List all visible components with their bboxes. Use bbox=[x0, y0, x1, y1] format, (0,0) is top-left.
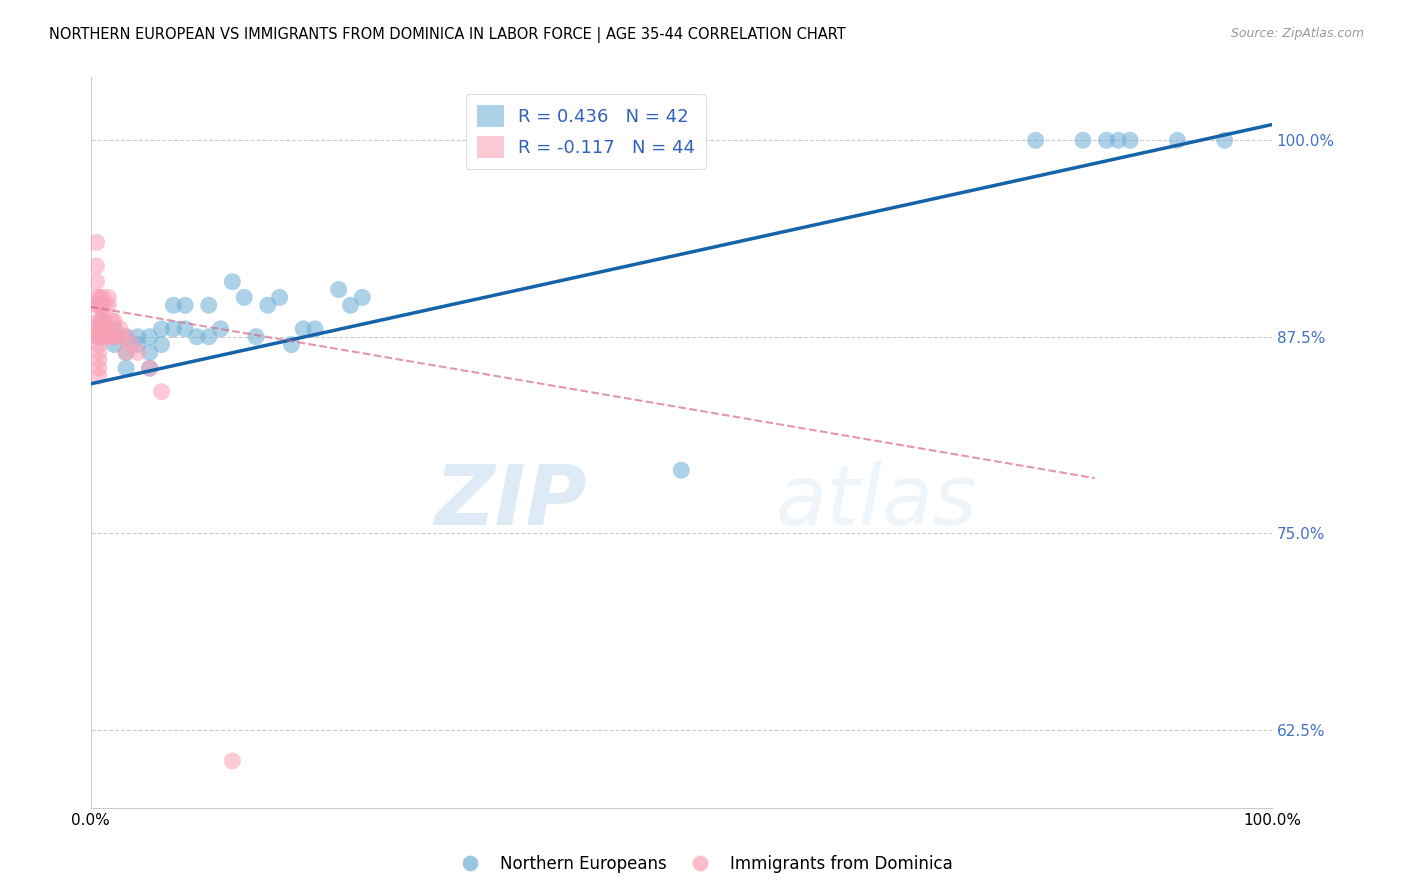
Point bbox=[221, 754, 243, 768]
Point bbox=[97, 290, 120, 304]
Point bbox=[108, 329, 131, 343]
Legend: Northern Europeans, Immigrants from Dominica: Northern Europeans, Immigrants from Domi… bbox=[447, 848, 959, 880]
Point bbox=[103, 329, 125, 343]
Point bbox=[86, 259, 108, 273]
Point bbox=[256, 298, 278, 312]
Point bbox=[87, 329, 110, 343]
Point bbox=[292, 322, 315, 336]
Point bbox=[87, 353, 110, 368]
Point bbox=[1119, 133, 1142, 147]
Point bbox=[87, 322, 110, 336]
Point bbox=[103, 337, 125, 351]
Point bbox=[127, 337, 149, 351]
Point bbox=[245, 329, 267, 343]
Point bbox=[328, 283, 350, 297]
Point bbox=[86, 322, 108, 336]
Point bbox=[87, 337, 110, 351]
Point bbox=[97, 298, 120, 312]
Point bbox=[89, 329, 111, 343]
Point bbox=[87, 361, 110, 376]
Point bbox=[91, 329, 114, 343]
Point bbox=[1071, 133, 1094, 147]
Point bbox=[352, 290, 374, 304]
Point bbox=[233, 290, 256, 304]
Point bbox=[127, 345, 149, 359]
Point bbox=[150, 384, 173, 399]
Point bbox=[91, 298, 114, 312]
Point bbox=[1213, 133, 1236, 147]
Point bbox=[115, 361, 138, 376]
Text: NORTHERN EUROPEAN VS IMMIGRANTS FROM DOMINICA IN LABOR FORCE | AGE 35-44 CORRELA: NORTHERN EUROPEAN VS IMMIGRANTS FROM DOM… bbox=[49, 27, 846, 43]
Point bbox=[1095, 133, 1118, 147]
Point bbox=[86, 329, 108, 343]
Point bbox=[115, 345, 138, 359]
Point bbox=[280, 337, 302, 351]
Point bbox=[94, 298, 117, 312]
Point bbox=[127, 329, 149, 343]
Point bbox=[87, 345, 110, 359]
Point bbox=[94, 314, 117, 328]
Point bbox=[101, 314, 124, 328]
Point bbox=[339, 298, 361, 312]
Point bbox=[87, 298, 110, 312]
Point bbox=[304, 322, 326, 336]
Point bbox=[162, 322, 184, 336]
Point bbox=[86, 290, 108, 304]
Point bbox=[97, 329, 120, 343]
Point bbox=[91, 329, 114, 343]
Point bbox=[1107, 133, 1129, 147]
Point bbox=[209, 322, 232, 336]
Point bbox=[115, 329, 138, 343]
Text: atlas: atlas bbox=[776, 460, 977, 541]
Point bbox=[87, 369, 110, 384]
Point bbox=[138, 329, 160, 343]
Point bbox=[89, 298, 111, 312]
Point bbox=[269, 290, 291, 304]
Point bbox=[174, 322, 197, 336]
Point bbox=[91, 322, 114, 336]
Text: ZIP: ZIP bbox=[434, 460, 586, 541]
Point bbox=[91, 314, 114, 328]
Point bbox=[1166, 133, 1188, 147]
Text: Source: ZipAtlas.com: Source: ZipAtlas.com bbox=[1230, 27, 1364, 40]
Point bbox=[1025, 133, 1047, 147]
Point bbox=[197, 329, 219, 343]
Point bbox=[103, 329, 125, 343]
Point bbox=[101, 329, 124, 343]
Point bbox=[108, 322, 131, 336]
Point bbox=[162, 298, 184, 312]
Point bbox=[89, 290, 111, 304]
Point bbox=[150, 322, 173, 336]
Point bbox=[671, 463, 693, 477]
Point bbox=[86, 235, 108, 250]
Point bbox=[103, 322, 125, 336]
Legend: R = 0.436   N = 42, R = -0.117   N = 44: R = 0.436 N = 42, R = -0.117 N = 44 bbox=[465, 94, 706, 169]
Point bbox=[103, 314, 125, 328]
Point bbox=[91, 314, 114, 328]
Point bbox=[86, 298, 108, 312]
Point bbox=[87, 314, 110, 328]
Point bbox=[221, 275, 243, 289]
Point bbox=[115, 345, 138, 359]
Point bbox=[138, 361, 160, 376]
Point bbox=[138, 361, 160, 376]
Point bbox=[97, 322, 120, 336]
Point bbox=[115, 329, 138, 343]
Point bbox=[91, 290, 114, 304]
Point bbox=[89, 314, 111, 328]
Point bbox=[174, 298, 197, 312]
Point bbox=[186, 329, 208, 343]
Point bbox=[138, 345, 160, 359]
Point bbox=[86, 275, 108, 289]
Point bbox=[197, 298, 219, 312]
Point bbox=[150, 337, 173, 351]
Point bbox=[121, 337, 143, 351]
